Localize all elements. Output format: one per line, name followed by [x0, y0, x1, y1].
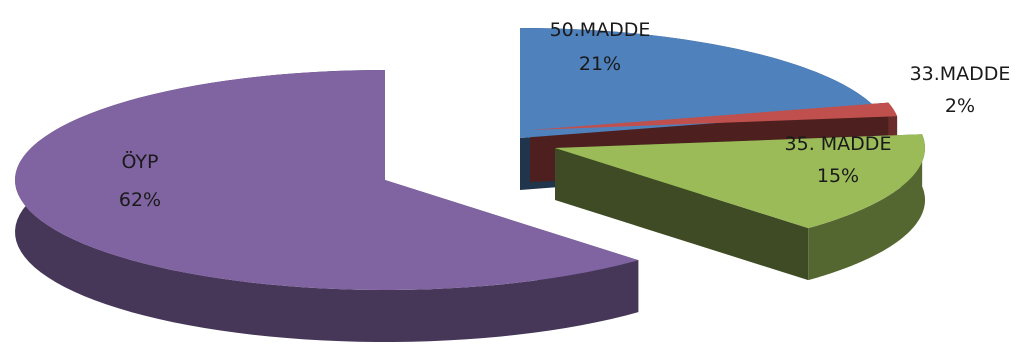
data-label-percent: 62% — [119, 189, 161, 211]
data-label-category: ÖYP — [122, 150, 159, 173]
slice-4-top — [14, 69, 639, 290]
data-label-percent: 15% — [817, 165, 859, 187]
slice-side — [808, 134, 925, 281]
slice-3-top — [555, 134, 926, 229]
data-label-category: 50.MADDE — [550, 19, 651, 41]
slice-wall-end — [555, 148, 809, 281]
data-labels: 50.MADDE 21% 33.MADDE 2% 35. MADDE 15% ÖYP 62% — [119, 19, 1011, 211]
slice-tops — [14, 28, 926, 290]
data-label-percent: 21% — [579, 53, 621, 75]
data-label-percent: 2% — [945, 95, 975, 117]
data-label-category: 35. MADDE — [785, 133, 892, 155]
data-label-category: 33.MADDE — [910, 63, 1011, 85]
slice-2-top — [530, 102, 898, 130]
